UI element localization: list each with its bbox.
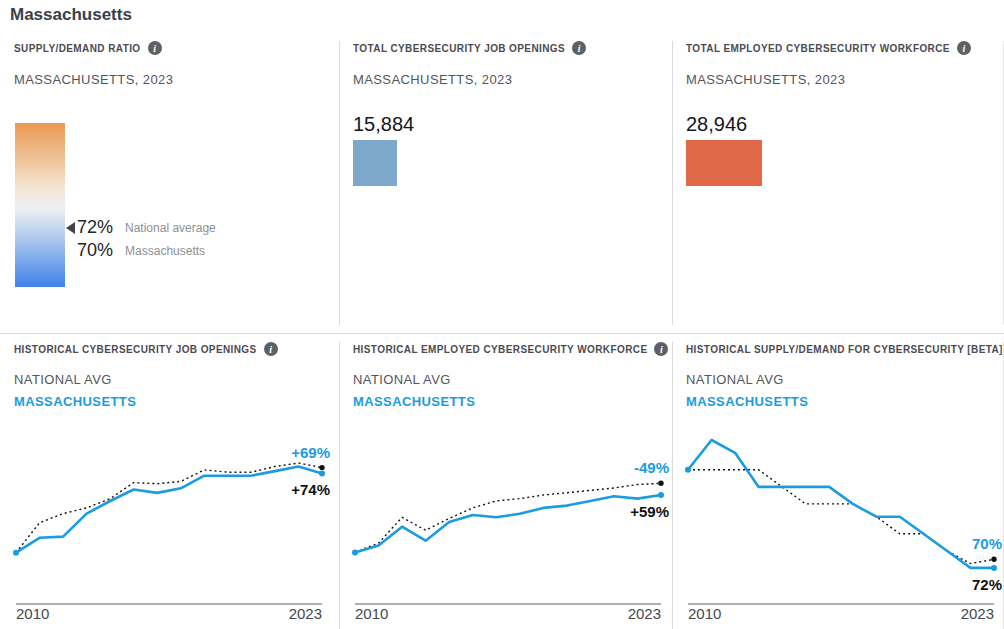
chart-legend: NATIONAL AVG MASSACHUSETTS <box>353 372 660 409</box>
svg-text:2010: 2010 <box>16 605 49 622</box>
svg-text:2023: 2023 <box>628 605 661 622</box>
panel-historical-job-openings: HISTORICAL CYBERSECURITY JOB OPENINGS i … <box>0 333 339 629</box>
panel-header: HISTORICAL EMPLOYED CYBERSECURITY WORKFO… <box>353 342 660 356</box>
national-average-label: National average <box>125 221 216 235</box>
supply-demand-marker: 72% National average 70% Massachusetts <box>66 217 216 261</box>
legend-national-avg: NATIONAL AVG <box>353 372 660 387</box>
national-average-marker-icon <box>66 222 75 234</box>
panel-title: SUPPLY/DEMAND RATIO <box>14 43 141 54</box>
workforce-value: 28,946 <box>686 113 992 136</box>
panel-header: SUPPLY/DEMAND RATIO i <box>14 41 327 55</box>
info-icon[interactable]: i <box>264 342 278 356</box>
state-label: Massachusetts <box>125 244 205 258</box>
historical-workforce-chart: 2010 2023 +59% -49% <box>339 420 672 629</box>
panel-historical-workforce: HISTORICAL EMPLOYED CYBERSECURITY WORKFO… <box>339 333 672 629</box>
legend-state: MASSACHUSETTS <box>686 394 992 409</box>
panel-title: HISTORICAL EMPLOYED CYBERSECURITY WORKFO… <box>353 344 647 355</box>
chart-legend: NATIONAL AVG MASSACHUSETTS <box>686 372 992 409</box>
svg-text:70%: 70% <box>972 535 1002 552</box>
info-icon[interactable]: i <box>654 342 668 356</box>
panel-subtitle: MASSACHUSETTS, 2023 <box>686 72 992 87</box>
national-average-value: 72% <box>77 217 113 238</box>
historical-supply-demand-chart: 2010 2023 72% 70% <box>672 420 1004 629</box>
info-icon[interactable]: i <box>572 41 586 55</box>
svg-text:2010: 2010 <box>688 605 721 622</box>
chart-legend: NATIONAL AVG MASSACHUSETTS <box>14 372 327 409</box>
info-icon[interactable]: i <box>148 41 162 55</box>
panel-title: TOTAL EMPLOYED CYBERSECURITY WORKFORCE <box>686 43 950 54</box>
panel-subtitle: MASSACHUSETTS, 2023 <box>14 72 327 87</box>
state-value: 70% <box>77 240 113 261</box>
panel-supply-demand-ratio: SUPPLY/DEMAND RATIO i MASSACHUSETTS, 202… <box>0 33 339 333</box>
svg-text:+59%: +59% <box>630 503 669 520</box>
panel-total-employed-workforce: TOTAL EMPLOYED CYBERSECURITY WORKFORCE i… <box>672 33 1004 333</box>
svg-text:+69%: +69% <box>291 444 330 461</box>
panel-total-job-openings: TOTAL CYBERSECURITY JOB OPENINGS i MASSA… <box>339 33 672 333</box>
svg-text:2023: 2023 <box>961 605 994 622</box>
svg-text:2023: 2023 <box>289 605 322 622</box>
panel-title: TOTAL CYBERSECURITY JOB OPENINGS <box>353 43 565 54</box>
page-title: Massachusetts <box>10 5 132 25</box>
job-openings-swatch <box>353 140 397 186</box>
legend-national-avg: NATIONAL AVG <box>686 372 992 387</box>
svg-text:+74%: +74% <box>291 481 330 498</box>
svg-text:-49%: -49% <box>634 459 669 476</box>
legend-state: MASSACHUSETTS <box>353 394 660 409</box>
panel-header: TOTAL CYBERSECURITY JOB OPENINGS i <box>353 41 660 55</box>
info-icon[interactable]: i <box>957 41 971 55</box>
state-value-row: 70% Massachusetts <box>77 240 216 261</box>
dashboard-grid: SUPPLY/DEMAND RATIO i MASSACHUSETTS, 202… <box>0 33 1004 629</box>
panel-header: HISTORICAL CYBERSECURITY JOB OPENINGS i <box>14 342 327 356</box>
svg-text:2010: 2010 <box>355 605 388 622</box>
job-openings-value: 15,884 <box>353 113 660 136</box>
panel-header: HISTORICAL SUPPLY/DEMAND FOR CYBERSECURI… <box>686 342 992 356</box>
legend-state: MASSACHUSETTS <box>14 394 327 409</box>
panel-subtitle: MASSACHUSETTS, 2023 <box>353 72 660 87</box>
historical-job-openings-chart: 2010 2023 +74% +69% <box>0 420 339 629</box>
panel-historical-supply-demand: HISTORICAL SUPPLY/DEMAND FOR CYBERSECURI… <box>672 333 1004 629</box>
supply-demand-gradient-bar <box>15 123 65 287</box>
workforce-swatch <box>686 140 762 186</box>
panel-title: HISTORICAL CYBERSECURITY JOB OPENINGS <box>14 344 257 355</box>
panel-header: TOTAL EMPLOYED CYBERSECURITY WORKFORCE i <box>686 41 992 55</box>
svg-text:72%: 72% <box>972 576 1002 593</box>
panel-title: HISTORICAL SUPPLY/DEMAND FOR CYBERSECURI… <box>686 344 1003 355</box>
national-average-row: 72% National average <box>66 217 216 238</box>
legend-national-avg: NATIONAL AVG <box>14 372 327 387</box>
